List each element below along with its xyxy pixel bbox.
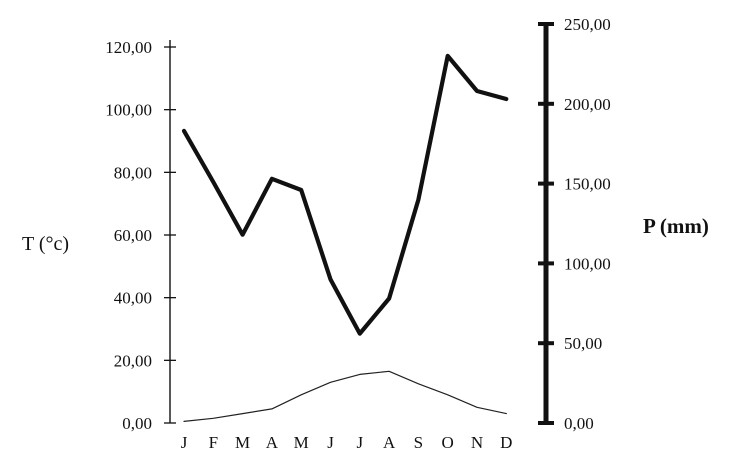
right-axis-label: P (mm): [643, 214, 709, 238]
axes-group: [169, 24, 549, 423]
right-tick-label: 50,00: [564, 334, 602, 353]
x-tick-label: O: [442, 433, 454, 452]
left-axis-label: T (°c): [22, 233, 69, 255]
temperature-line: [183, 370, 507, 422]
left-tick-label: 80,00: [114, 163, 152, 182]
x-tick-label: S: [414, 433, 423, 452]
right-tick-label: 200,00: [564, 95, 611, 114]
left-tick-label: 120,00: [105, 38, 152, 57]
right-tick-label: 100,00: [564, 254, 611, 273]
x-tick-label: M: [294, 433, 309, 452]
x-tick-label: N: [471, 433, 483, 452]
left-tick-label: 0,00: [122, 414, 152, 433]
x-tick-label: M: [235, 433, 250, 452]
right-tick-label: 150,00: [564, 175, 611, 194]
x-tick-label: J: [181, 433, 188, 452]
x-tick-label: A: [266, 433, 279, 452]
left-tick-label: 40,00: [114, 289, 152, 308]
right-tick-label: 0,00: [564, 414, 594, 433]
left-tick-label: 20,00: [114, 351, 152, 370]
x-tick-label: J: [327, 433, 334, 452]
x-tick-label: J: [356, 433, 363, 452]
left-tick-label: 100,00: [105, 101, 152, 120]
right-tick-group: 0,00 50,00 100,00 150,00 200,00 250,00: [538, 15, 611, 433]
x-tick-label: A: [383, 433, 396, 452]
right-tick-label: 250,00: [564, 15, 611, 34]
left-tick-group: 0,00 20,00 40,00 60,00 80,00 100,00 120,00: [105, 38, 176, 433]
series-group: [181, 53, 509, 422]
precipitation-line: [181, 53, 509, 336]
x-tick-label: F: [209, 433, 218, 452]
x-tick-label: D: [500, 433, 512, 452]
left-tick-label: 60,00: [114, 226, 152, 245]
